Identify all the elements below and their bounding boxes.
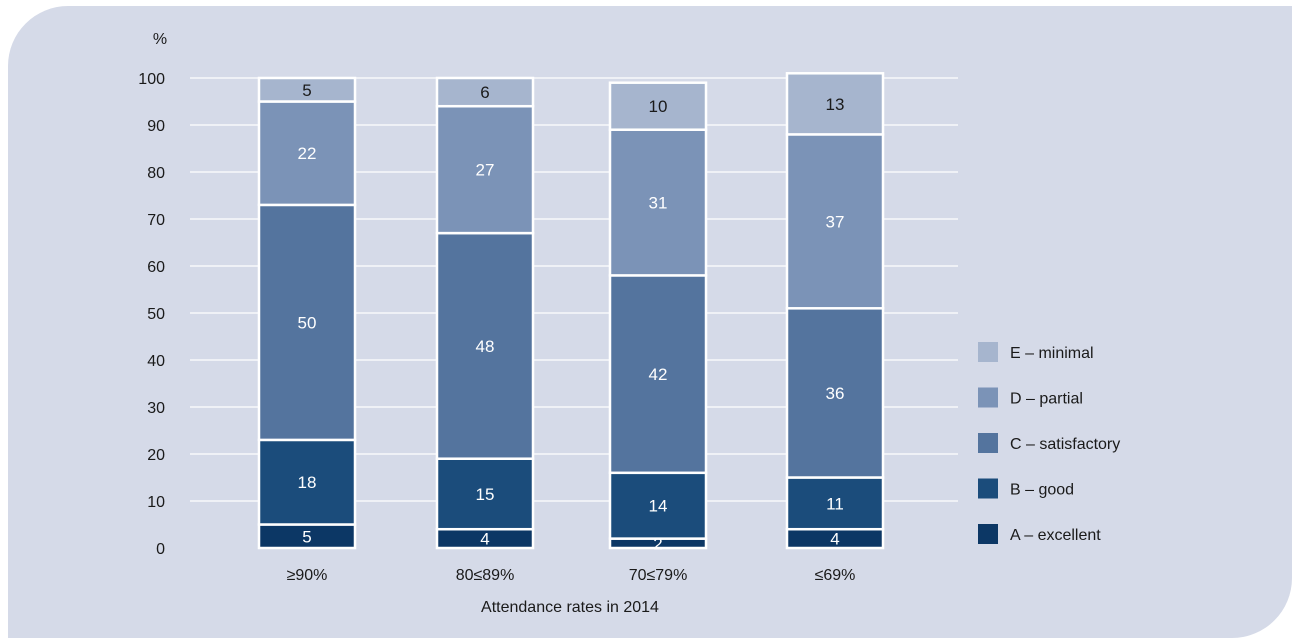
x-axis: Attendance rates in 2014 ≥90% 80≤89% 70≤79…	[287, 567, 856, 616]
legend-label: A – excellent	[1010, 527, 1101, 544]
data-label: 2	[653, 534, 662, 553]
x-axis-label: Attendance rates in 2014	[481, 599, 659, 616]
bar-group: 5 18 50 22 5	[257, 76, 357, 550]
x-tick-label: ≤69%	[815, 567, 856, 584]
data-label: 6	[480, 83, 489, 102]
bar-group: 2 14 42 31 10	[608, 81, 708, 553]
bar-segment	[785, 476, 885, 531]
y-tick-label: 30	[147, 400, 165, 417]
data-label: 18	[298, 473, 317, 492]
y-tick-label: 60	[147, 259, 165, 276]
bar-segment	[435, 76, 535, 108]
legend-swatch	[978, 433, 998, 453]
y-tick-label: 0	[156, 541, 165, 558]
bar-segment	[435, 104, 535, 235]
y-tick-label: 40	[147, 353, 165, 370]
bar-group: 4 15 48 27 6	[435, 76, 535, 550]
legend-item: E – minimal	[978, 342, 1094, 362]
legend-item: D – partial	[978, 387, 1083, 408]
legend-swatch	[978, 387, 998, 408]
legend-swatch	[978, 342, 998, 362]
y-tick-label: 80	[147, 165, 165, 182]
y-tick-label: 10	[147, 494, 165, 511]
legend-swatch	[978, 478, 998, 499]
data-label: 48	[476, 337, 495, 356]
bar-segment	[608, 471, 708, 540]
data-label: 4	[830, 530, 839, 549]
y-tick-label: 20	[147, 447, 165, 464]
legend-item: A – excellent	[978, 524, 1101, 544]
legend-label: C – satisfactory	[1010, 436, 1120, 453]
data-label: 5	[302, 81, 311, 100]
legend-label: E – minimal	[1010, 345, 1094, 362]
legend-label: B – good	[1010, 482, 1074, 499]
bar-segment	[608, 128, 708, 277]
bar-segment	[435, 231, 535, 460]
data-label: 14	[649, 497, 668, 516]
y-tick-label: 50	[147, 306, 165, 323]
data-label: 10	[649, 97, 668, 116]
x-tick-label: 70≤79%	[629, 567, 688, 584]
data-label: 42	[649, 365, 668, 384]
bars: 5 18 50 22 5 4 15 48 27 6 2 14 42 31 10 4 11 36 37 13	[257, 72, 885, 553]
bar-segment	[608, 81, 708, 131]
legend-swatch	[978, 524, 998, 544]
y-tick-label: 70	[147, 212, 165, 229]
legend-item: B – good	[978, 478, 1074, 499]
legend-label: D – partial	[1010, 391, 1083, 408]
data-label: 22	[298, 144, 317, 163]
bar-segment	[785, 72, 885, 136]
y-tick-label: 90	[147, 118, 165, 135]
y-tick-label: 100	[138, 71, 165, 88]
x-tick-label: ≥90%	[287, 567, 328, 584]
y-axis-label: %	[153, 31, 167, 48]
y-axis: % 0 10 20 30 40 50 60 70 80 90 100	[138, 31, 167, 558]
data-label: 50	[298, 313, 317, 332]
data-label: 27	[476, 161, 495, 180]
bar-segment	[608, 274, 708, 475]
data-label: 11	[826, 494, 844, 513]
data-label: 13	[826, 95, 845, 114]
data-label: 31	[649, 194, 668, 213]
bar-segment	[257, 100, 357, 207]
data-label: 37	[826, 212, 845, 231]
data-label: 5	[302, 527, 311, 546]
x-tick-label: 80≤89%	[456, 567, 515, 584]
data-label: 36	[826, 384, 845, 403]
bar-segment	[257, 76, 357, 103]
legend-item: C – satisfactory	[978, 433, 1120, 453]
legend: E – minimal D – partial C – satisfactory B …	[978, 342, 1120, 544]
data-label: 4	[480, 530, 489, 549]
data-label: 15	[476, 485, 495, 504]
bar-group: 4 11 36 37 13	[785, 72, 885, 550]
